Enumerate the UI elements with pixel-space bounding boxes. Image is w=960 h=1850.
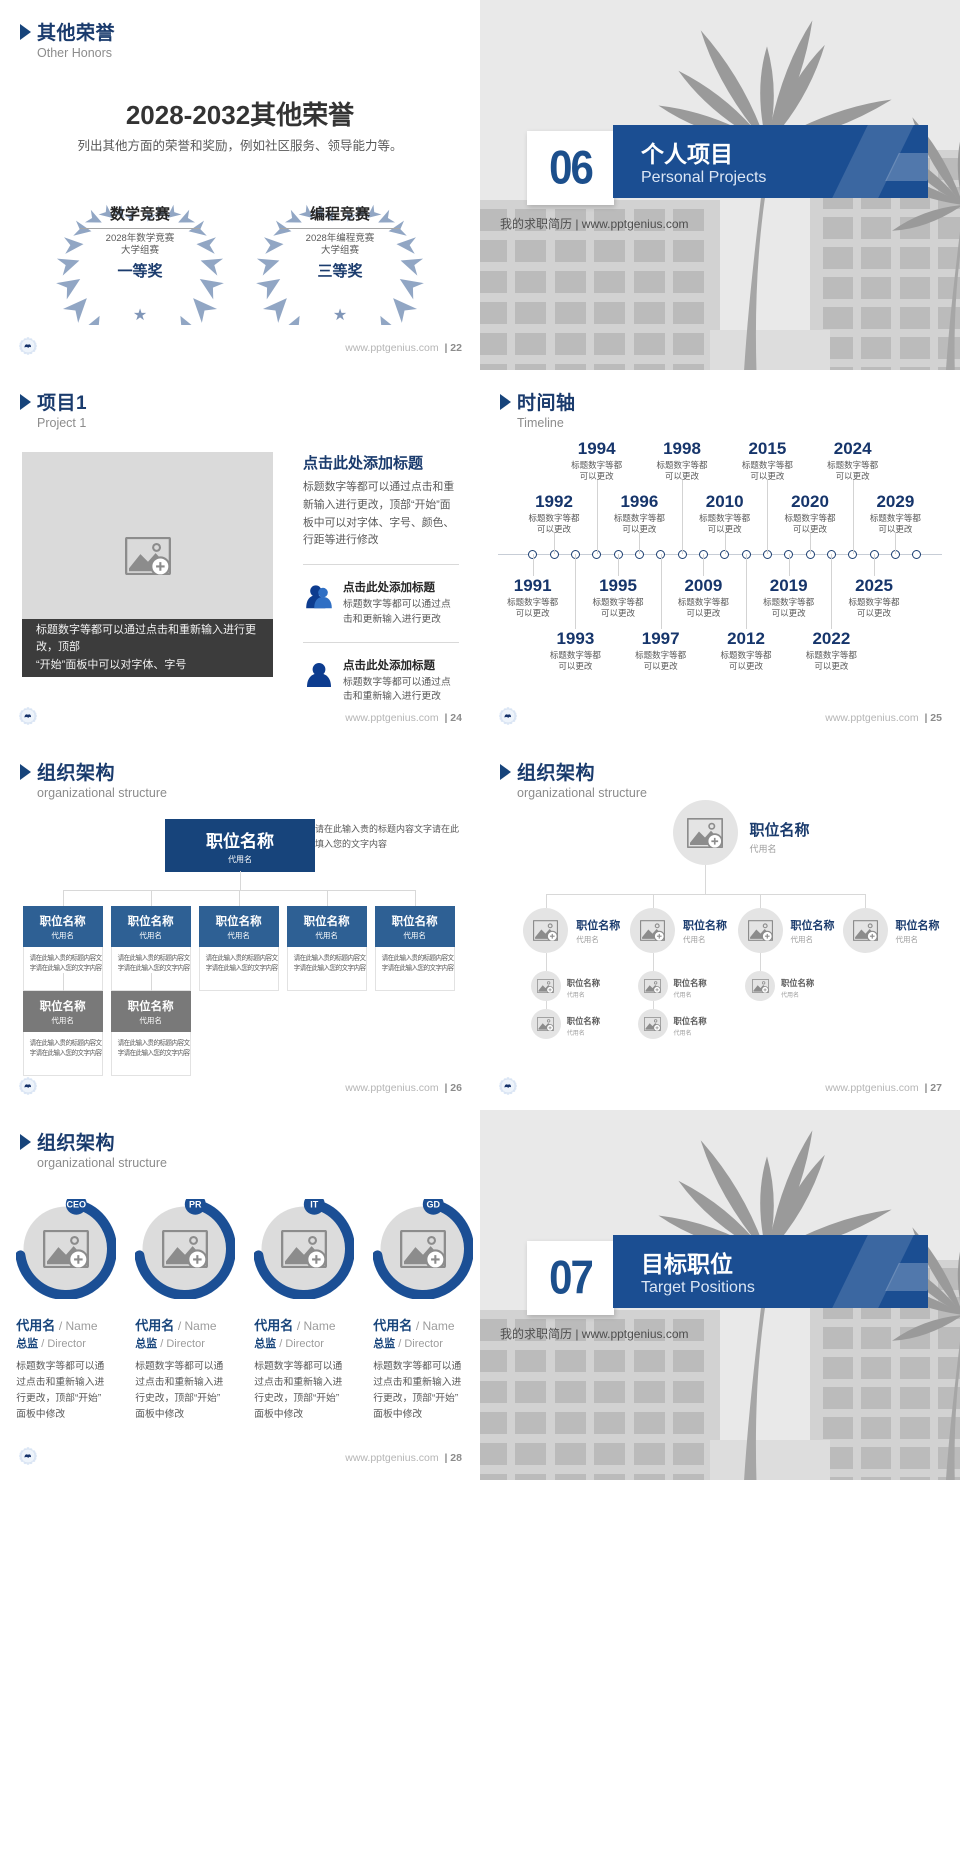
svg-text:IT: IT <box>310 1200 319 1210</box>
svg-text:CEO: CEO <box>67 1200 87 1210</box>
svg-text:PR: PR <box>189 1200 202 1210</box>
svg-text:GD: GD <box>427 1200 441 1210</box>
